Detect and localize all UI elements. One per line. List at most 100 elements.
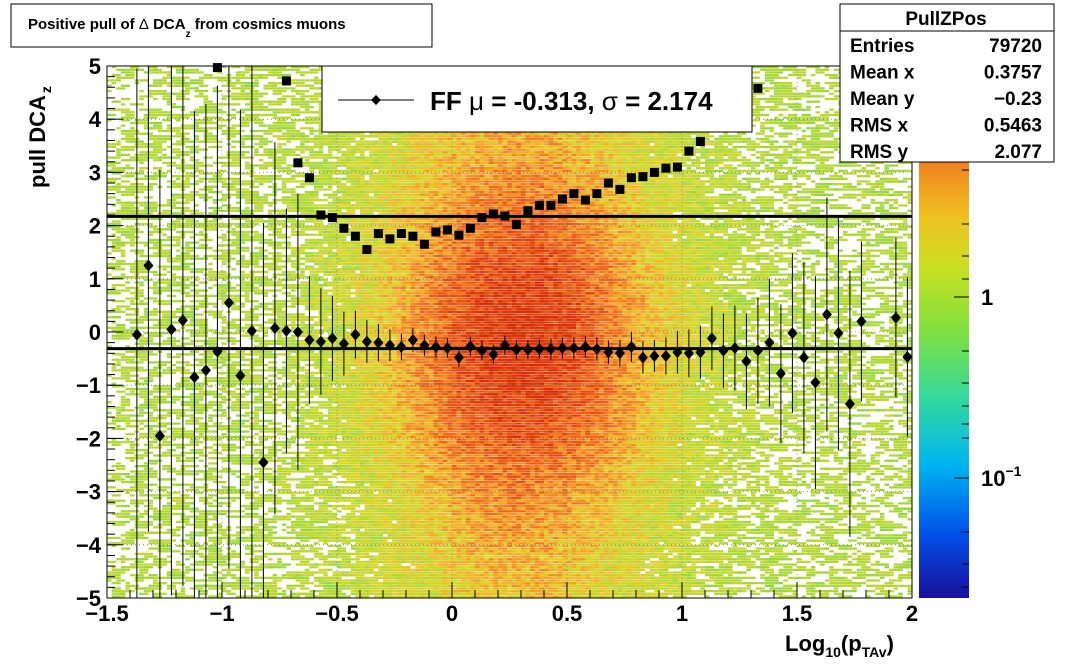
heat-cell	[125, 366, 130, 369]
heat-cell	[314, 244, 319, 247]
heat-cell	[125, 164, 130, 167]
heat-cell	[240, 137, 245, 141]
heat-cell	[120, 310, 126, 313]
heat-cell	[166, 353, 172, 356]
heat-cell	[286, 395, 301, 399]
heat-cell	[300, 193, 314, 196]
heat-cell	[323, 422, 328, 425]
heat-cell	[185, 81, 199, 85]
heat-cell	[171, 129, 176, 133]
heat-cell	[189, 406, 204, 409]
heat-cell	[337, 254, 342, 258]
heat-cell	[281, 132, 296, 135]
heat-cell	[153, 582, 158, 585]
heat-cell	[235, 526, 241, 529]
heat-cell	[134, 318, 149, 321]
heat-cell	[120, 409, 126, 412]
heat-cell	[314, 294, 324, 298]
heat-cell	[281, 518, 287, 521]
heat-cell	[332, 534, 342, 537]
heat-cell	[327, 284, 337, 287]
heat-cell	[360, 457, 365, 460]
heat-cell	[332, 334, 347, 337]
heat-cell	[212, 87, 218, 90]
heat-cell	[185, 465, 199, 468]
heat-cell	[130, 542, 135, 545]
heat-cell	[346, 401, 360, 404]
heat-cell	[116, 68, 126, 71]
heat-cell	[185, 403, 195, 407]
heat-cell	[208, 595, 222, 598]
heat-cell	[120, 560, 126, 564]
heat-cell	[254, 449, 264, 452]
heat-cell	[231, 66, 241, 69]
heat-cell	[199, 95, 204, 98]
heat-cell	[212, 425, 218, 428]
heat-cell	[304, 183, 310, 186]
heat-cell	[254, 236, 259, 239]
heat-cell	[208, 180, 218, 183]
heat-cell	[360, 409, 365, 412]
heat-cell	[180, 590, 186, 593]
heat-cell	[166, 435, 172, 438]
heat-cell	[111, 249, 126, 252]
heat-cell	[268, 563, 273, 566]
heat-cell	[318, 127, 324, 130]
heat-cell	[350, 547, 365, 550]
heat-cell	[304, 71, 319, 74]
heat-cell	[217, 555, 232, 558]
heat-cell	[217, 406, 222, 409]
heat-cell	[180, 502, 195, 505]
heat-cell	[235, 81, 250, 85]
heat-cell	[189, 393, 204, 396]
heat-cell	[323, 526, 337, 529]
heat-cell	[327, 167, 337, 170]
heat-cell	[199, 300, 209, 303]
heat-cell	[226, 590, 232, 593]
heat-cell	[300, 230, 305, 234]
heat-cell	[134, 159, 144, 162]
heat-cell	[130, 212, 140, 215]
heat-cell	[346, 542, 351, 545]
heat-cell	[245, 137, 255, 141]
heat-cell	[157, 244, 172, 247]
heat-cell	[277, 156, 282, 159]
heat-cell	[309, 451, 314, 454]
heat-cell	[268, 528, 273, 532]
heat-cell	[162, 89, 167, 93]
heat-cell	[258, 393, 264, 396]
heat-cell	[300, 587, 310, 590]
heat-cell	[304, 558, 314, 561]
heat-cell	[277, 390, 282, 393]
heat-cell	[171, 587, 176, 590]
heat-cell	[346, 140, 356, 143]
heat-cell	[148, 270, 153, 274]
heat-cell	[323, 305, 337, 308]
heat-cell	[346, 363, 356, 367]
heat-cell	[157, 113, 167, 117]
heat-cell	[185, 579, 199, 582]
heat-cell	[180, 595, 195, 598]
heat-cell	[355, 342, 360, 345]
heat-cell	[332, 576, 342, 579]
heat-cell	[208, 462, 218, 465]
heat-cell	[277, 148, 282, 151]
heat-cell	[355, 459, 360, 462]
heat-cell	[176, 366, 186, 369]
heat-cell	[217, 124, 227, 127]
heat-cell	[180, 201, 190, 204]
heat-cell	[212, 361, 227, 364]
heat-cell	[304, 212, 319, 215]
heat-cell	[341, 571, 347, 574]
heat-cell	[281, 148, 296, 151]
heat-cell	[309, 504, 314, 508]
heat-cell	[355, 435, 360, 438]
heat-cell	[277, 430, 282, 433]
heat-cell	[162, 153, 167, 157]
heat-cell	[323, 443, 333, 446]
heat-cell	[286, 587, 291, 590]
heat-cell	[314, 563, 319, 566]
heat-cell	[180, 470, 195, 473]
heat-cell	[208, 419, 213, 423]
heat-cell	[360, 209, 365, 212]
